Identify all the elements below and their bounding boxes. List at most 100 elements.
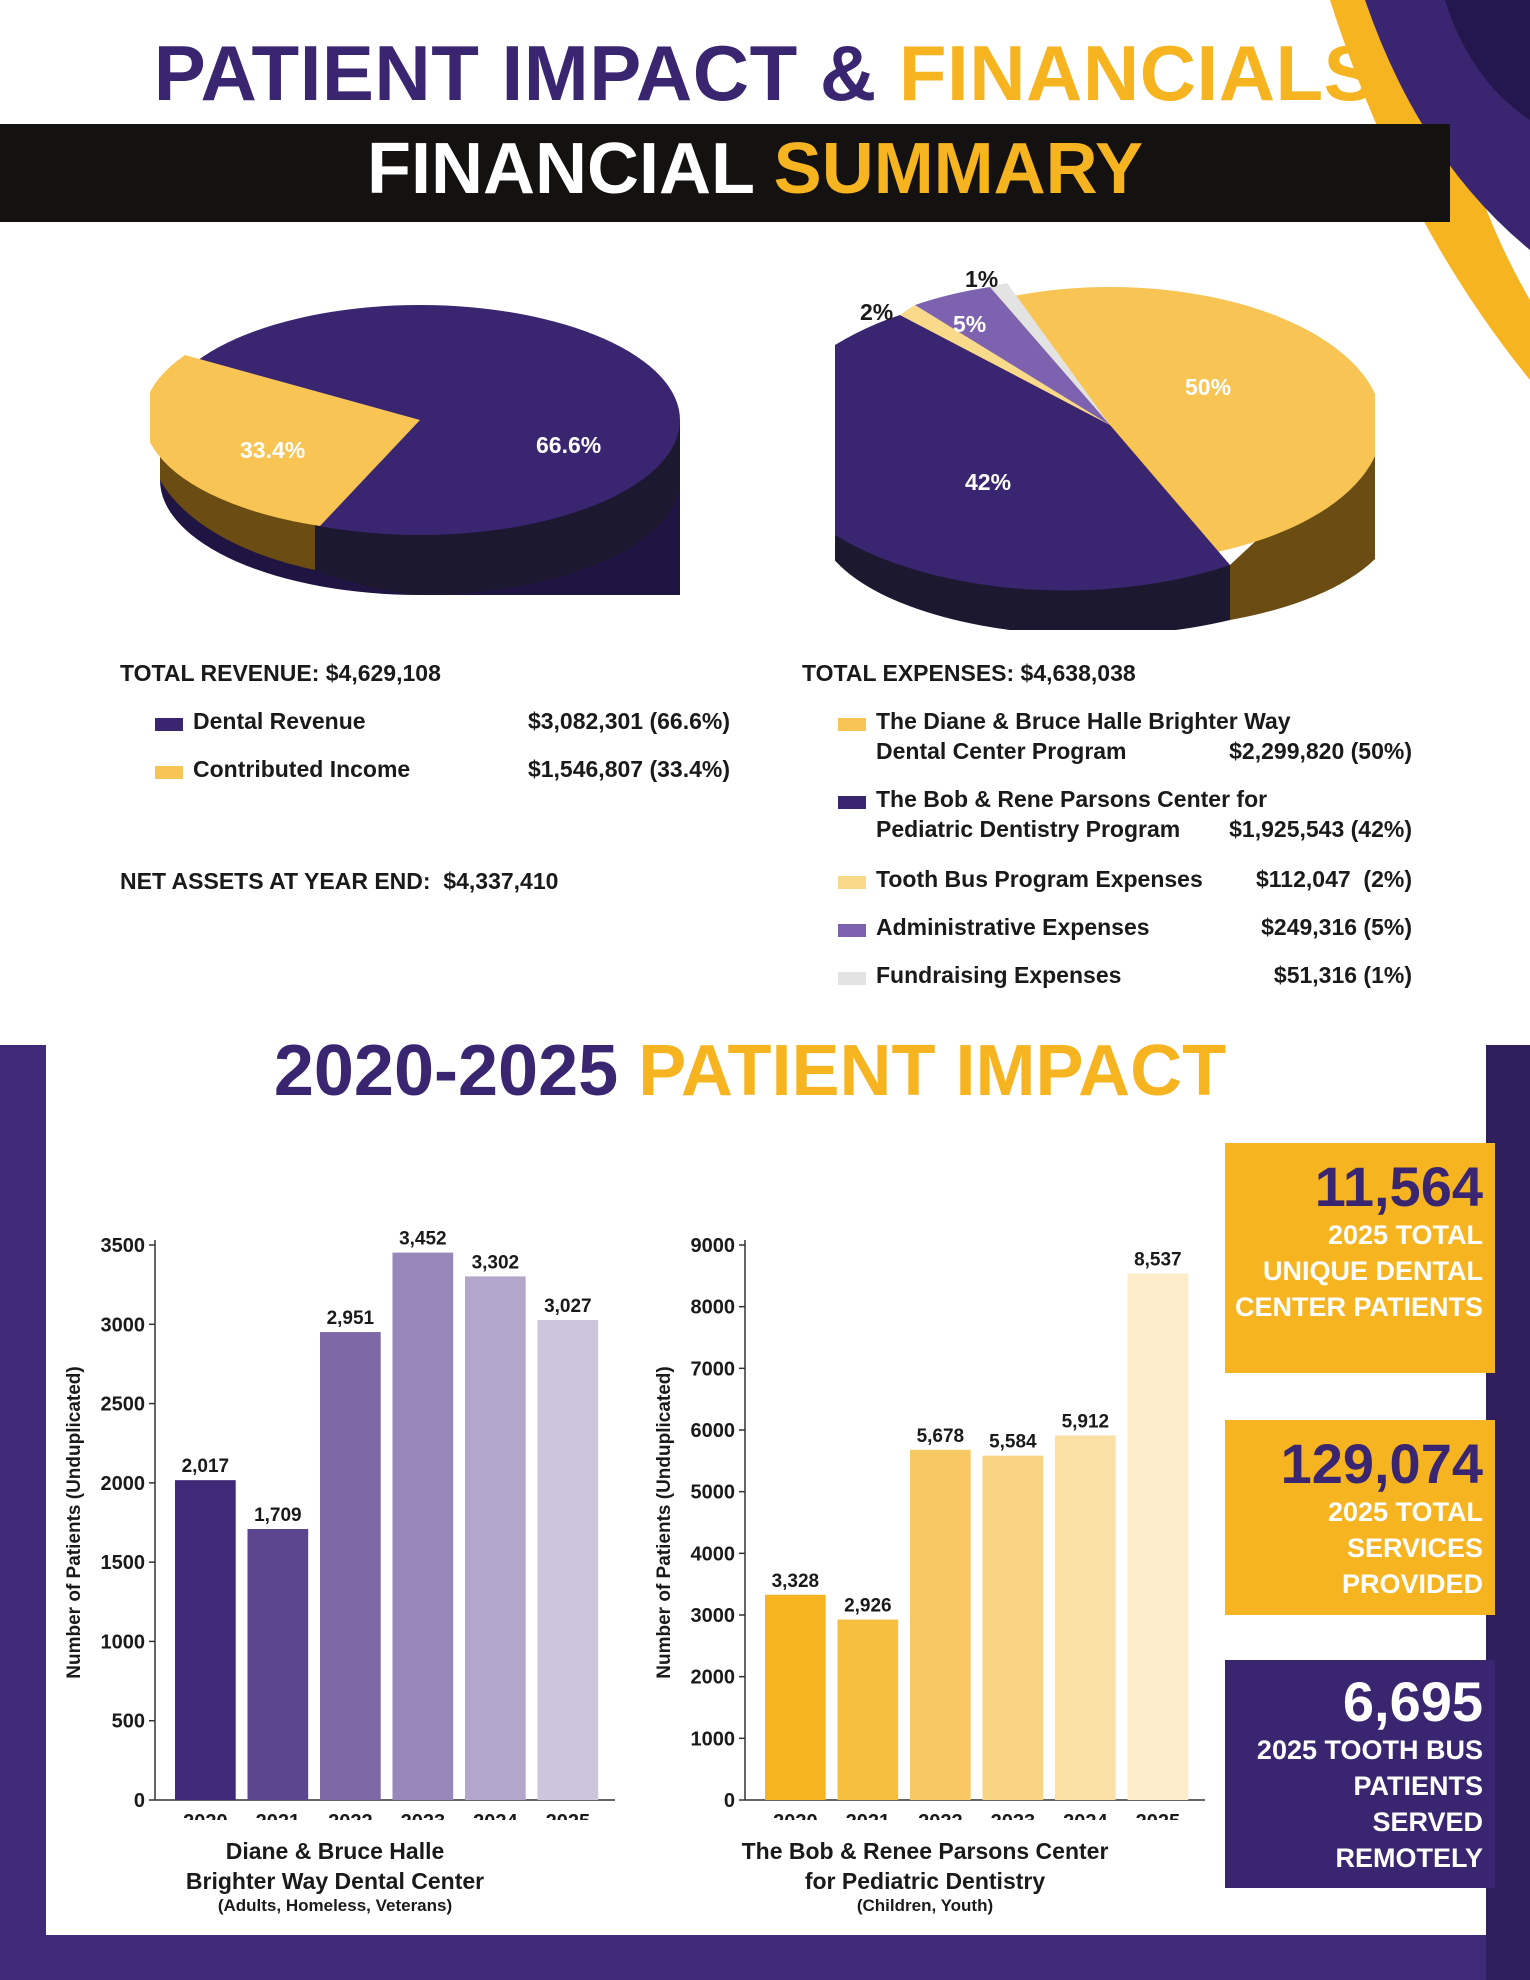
x-tick-label: 2021 xyxy=(846,1811,891,1820)
bar-data-label: 3,452 xyxy=(399,1229,447,1250)
chart-caption-parsons: The Bob & Renee Parsons Center for Pedia… xyxy=(710,1836,1140,1916)
pie-label-brighter-way: 50% xyxy=(1185,374,1231,400)
stat-text: 2025 TOTAL UNIQUE DENTAL CENTER PATIENTS xyxy=(1234,1220,1483,1322)
y-tick-label: 1000 xyxy=(691,1728,736,1750)
legend-swatch xyxy=(155,766,183,779)
legend-row-contributed-income: Contributed Income $1,546,807 (33.4%) xyxy=(120,756,740,786)
y-tick-label: 2000 xyxy=(101,1473,146,1495)
revenue-pie-chart: 66.6% 33.4% xyxy=(150,305,680,595)
legend-label-line2: Dental Center Program xyxy=(876,738,1127,764)
x-tick-label: 2024 xyxy=(473,1811,518,1820)
bar-data-label: 5,678 xyxy=(917,1426,965,1447)
section-title-financial-summary: FINANCIAL SUMMARY xyxy=(0,128,1510,210)
legend-label: Administrative Expenses xyxy=(876,914,1150,940)
caption-line1: Diane & Bruce Halle xyxy=(225,1838,445,1864)
bar-data-label: 8,537 xyxy=(1134,1250,1182,1271)
pie-slice-parsons xyxy=(835,315,1230,591)
net-assets: NET ASSETS AT YEAR END: $4,337,410 xyxy=(120,868,559,894)
y-tick-label: 500 xyxy=(112,1711,145,1733)
legend-row-parsons: The Bob & Rene Parsons Center for Pediat… xyxy=(802,786,1412,846)
y-axis-label: Number of Patients (Unduplicated) xyxy=(64,1366,85,1678)
legend-value: $1,925,543 (42%) xyxy=(1229,816,1412,842)
bar-data-label: 5,584 xyxy=(989,1432,1037,1453)
bar-2024 xyxy=(465,1276,526,1800)
pie-slice-contributed-income xyxy=(150,355,420,526)
y-tick-label: 8000 xyxy=(691,1297,736,1319)
bar-2025 xyxy=(537,1320,599,1800)
bar-data-label: 2,951 xyxy=(327,1308,375,1329)
y-tick-label: 0 xyxy=(134,1790,145,1812)
bar-2025 xyxy=(1127,1273,1189,1800)
bar-data-label: 5,912 xyxy=(1062,1411,1110,1432)
legend-value: $3,082,301 (66.6%) xyxy=(527,708,730,734)
x-tick-label: 2023 xyxy=(401,1811,446,1820)
stat-number: 11,564 xyxy=(1314,1155,1483,1218)
bar-2024 xyxy=(1055,1435,1116,1800)
legend-value: $1,546,807 (33.4%) xyxy=(527,756,730,782)
y-tick-label: 1000 xyxy=(101,1631,146,1653)
legend-swatch xyxy=(838,718,866,731)
x-tick-label: 2025 xyxy=(1136,1811,1181,1820)
impact-title: 2020-2025 PATIENT IMPACT xyxy=(0,1030,1500,1112)
y-tick-label: 4000 xyxy=(691,1543,736,1565)
bar-2021 xyxy=(247,1529,309,1800)
bar-2022 xyxy=(910,1449,971,1800)
page-title-part1: PATIENT IMPACT & xyxy=(153,29,877,117)
y-tick-label: 3000 xyxy=(101,1314,146,1336)
page-title: PATIENT IMPACT & FINANCIALS xyxy=(0,28,1530,119)
caption-sub: (Adults, Homeless, Veterans) xyxy=(217,1896,453,1915)
legend-row-tooth-bus: Tooth Bus Program Expenses $112,047 (2%) xyxy=(802,866,1412,896)
legend-label-line1: The Diane & Bruce Halle Brighter Way xyxy=(876,708,1291,734)
legend-value: $112,047 (2%) xyxy=(1255,866,1412,892)
bar-data-label: 3,302 xyxy=(472,1252,520,1273)
legend-label: Contributed Income xyxy=(193,756,411,782)
x-tick-label: 2020 xyxy=(773,1811,818,1820)
bar-data-label: 3,328 xyxy=(772,1571,820,1592)
y-tick-label: 0 xyxy=(724,1790,735,1812)
bar-chart-parsons: Number of Patients (Unduplicated) 0 1000 20… xyxy=(654,1235,1205,1820)
bar-2022 xyxy=(320,1332,381,1800)
bar-2021 xyxy=(837,1619,899,1800)
y-tick-label: 1500 xyxy=(101,1552,146,1574)
section-band xyxy=(0,124,1450,222)
legend-label: Dental Revenue xyxy=(193,708,366,734)
bar-2023 xyxy=(392,1252,454,1800)
pie-label-fundraising: 1% xyxy=(965,266,998,292)
bar-data-label: 1,709 xyxy=(254,1505,302,1526)
expenses-pie-chart: 50% 42% 2% 5% 1% xyxy=(835,266,1375,630)
legend-row-brighter-way: The Diane & Bruce Halle Brighter Way Den… xyxy=(802,708,1412,768)
impact-title-part1: 2020-2025 xyxy=(273,1031,619,1111)
pie-label-contributed: 33.4% xyxy=(240,437,305,463)
x-tick-label: 2023 xyxy=(991,1811,1036,1820)
y-tick-label: 5000 xyxy=(691,1482,736,1504)
x-tick-label: 2021 xyxy=(256,1811,301,1820)
total-revenue: TOTAL REVENUE: $4,629,108 xyxy=(120,660,441,686)
caption-line2: for Pediatric Dentistry xyxy=(804,1868,1046,1894)
pie-label-parsons: 42% xyxy=(965,469,1011,495)
y-tick-label: 7000 xyxy=(691,1358,736,1380)
pie-slice-tooth-bus xyxy=(900,305,1110,425)
x-tick-label: 2022 xyxy=(918,1811,963,1820)
legend-swatch xyxy=(155,718,183,731)
legend-swatch xyxy=(838,924,866,937)
legend-row-dental-revenue: Dental Revenue $3,082,301 (66.6%) xyxy=(120,708,740,738)
bar-2020 xyxy=(175,1480,236,1800)
stat-text: 2025 TOTAL SERVICES PROVIDED xyxy=(1327,1497,1483,1599)
y-tick-label: 2000 xyxy=(691,1667,736,1689)
total-expenses: TOTAL EXPENSES: $4,638,038 xyxy=(802,660,1136,686)
pie-slice-admin xyxy=(915,287,1110,425)
bar-data-label: 3,027 xyxy=(544,1296,592,1317)
stat-text: 2025 TOOTH BUS PATIENTS SERVED REMOTELY xyxy=(1256,1735,1483,1873)
legend-swatch xyxy=(838,876,866,889)
legend-label: Fundraising Expenses xyxy=(876,962,1122,988)
y-tick-label: 6000 xyxy=(691,1420,736,1442)
stat-box-tooth-bus: 6,695 2025 TOOTH BUS PATIENTS SERVED REM… xyxy=(1225,1660,1495,1888)
stat-box-unique-patients: 11,564 2025 TOTAL UNIQUE DENTAL CENTER P… xyxy=(1225,1143,1495,1373)
pie-label-admin: 5% xyxy=(953,311,986,337)
y-tick-label: 3000 xyxy=(691,1605,736,1627)
caption-sub: (Children, Youth) xyxy=(856,1896,994,1915)
legend-value: $51,316 (1%) xyxy=(1273,962,1412,988)
legend-label: Tooth Bus Program Expenses xyxy=(876,866,1203,892)
legend-row-admin: Administrative Expenses $249,316 (5%) xyxy=(802,914,1412,944)
legend-label-line2: Pediatric Dentistry Program xyxy=(876,816,1181,842)
